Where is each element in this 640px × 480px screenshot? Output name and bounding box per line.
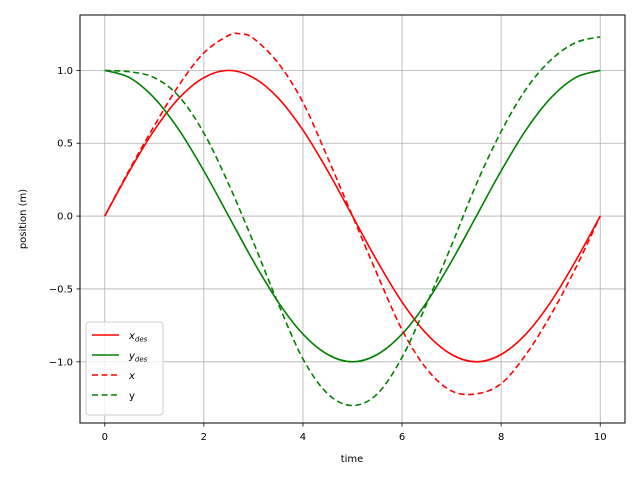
legend-label: y: [129, 391, 135, 402]
legend-label: x: [128, 371, 135, 382]
y-axis-ticks: −1.0 −0.5 0.0 0.5 1.0: [49, 66, 80, 368]
y-tick-label: 1.0: [57, 66, 73, 77]
x-tick-label: 2: [201, 432, 207, 443]
x-axis-ticks: 0 2 4 6 8 10: [102, 423, 607, 443]
legend-box: [85, 321, 164, 416]
x-tick-label: 8: [498, 432, 504, 443]
series-line-y-des: [104, 69, 601, 363]
x-axis-label: time: [341, 454, 364, 465]
series-line-x-des: [104, 69, 601, 363]
legend-label: xdes: [128, 331, 148, 344]
plot-area-frame: [79, 14, 626, 424]
legend: xdes ydes xy: [85, 321, 164, 416]
series-line-x: [104, 32, 601, 396]
y-tick-label: 0.5: [57, 139, 73, 150]
x-tick-label: 0: [102, 432, 108, 443]
x-tick-label: 4: [300, 432, 306, 443]
plot-area-background: [80, 15, 625, 423]
y-tick-label: −0.5: [49, 284, 73, 295]
x-tick-label: 6: [399, 432, 405, 443]
series-line-y: [104, 36, 601, 407]
x-tick-label: 10: [594, 432, 607, 443]
y-axis-label: position (m): [18, 189, 29, 249]
series-lines: [104, 32, 601, 407]
y-tick-label: 0.0: [57, 212, 73, 223]
y-tick-label: −1.0: [49, 357, 73, 368]
legend-label: ydes: [128, 351, 148, 364]
